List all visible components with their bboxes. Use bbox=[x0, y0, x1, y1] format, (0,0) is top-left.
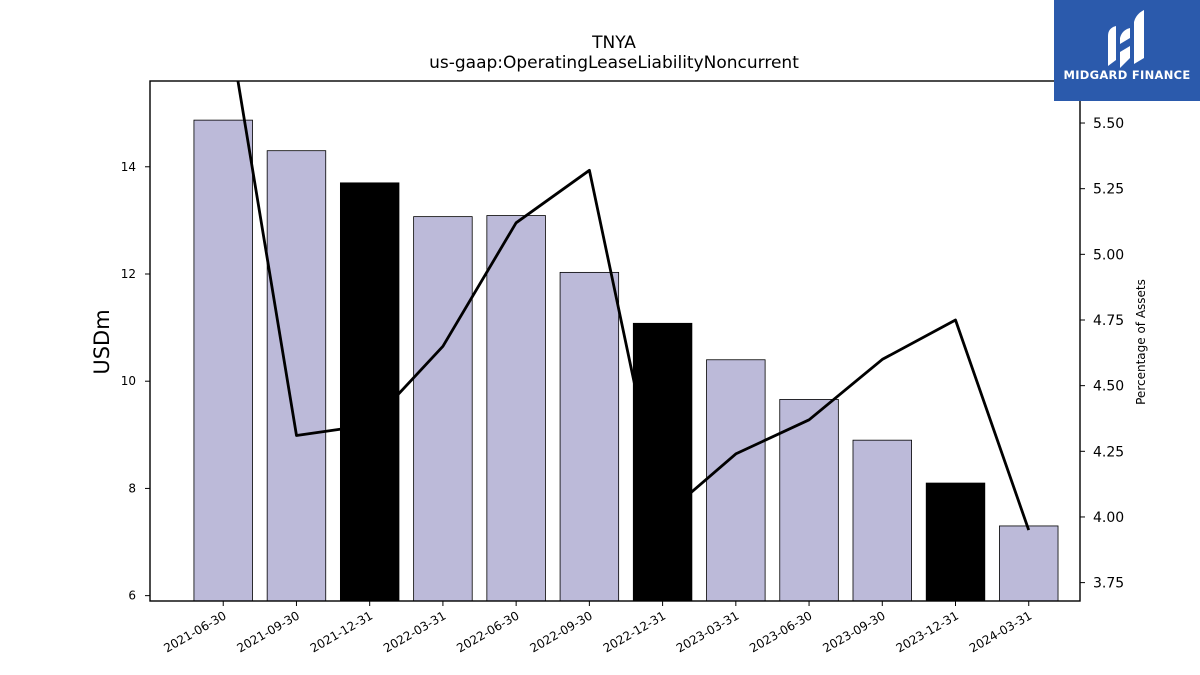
x-tick-label: 2022-03-31 bbox=[381, 608, 448, 655]
chart-title: TNYA bbox=[591, 33, 636, 53]
y2-tick-label: 5.50 bbox=[1093, 116, 1124, 132]
y-tick-label: 12 bbox=[121, 267, 136, 281]
logo-text: MIDGARD FINANCE bbox=[1063, 68, 1191, 82]
bar-2022-09-30 bbox=[559, 271, 620, 602]
y2-tick-label: 5.00 bbox=[1093, 247, 1124, 263]
x-tick-label: 2021-12-31 bbox=[308, 608, 375, 655]
x-tick-label: 2022-12-31 bbox=[601, 608, 668, 655]
chart-subtitle: us-gaap:OperatingLeaseLiabilityNoncurren… bbox=[429, 53, 799, 73]
x-tick-label: 2023-06-30 bbox=[747, 608, 814, 655]
bar-2022-06-30 bbox=[486, 215, 546, 602]
bar-2022-12-31 bbox=[632, 322, 693, 602]
y-tick-label: 8 bbox=[128, 481, 136, 495]
bar-2023-09-30 bbox=[852, 439, 912, 602]
plot-frame bbox=[149, 80, 1081, 602]
y2-tick-label: 5.25 bbox=[1093, 182, 1124, 198]
x-tick-label: 2023-09-30 bbox=[820, 608, 887, 655]
logo-mark-icon bbox=[1108, 10, 1144, 68]
x-tick-label: 2021-06-30 bbox=[161, 608, 228, 655]
y2-tick-label: 3.75 bbox=[1093, 576, 1124, 592]
y-axis-label-left: USDm bbox=[90, 309, 114, 374]
x-tick-label: 2022-06-30 bbox=[454, 608, 521, 655]
line-group bbox=[236, 81, 1031, 531]
y-tick-label: 6 bbox=[128, 589, 136, 603]
y-axis-label-right: Percentage of Assets bbox=[1134, 279, 1148, 405]
bar-2023-12-31 bbox=[925, 482, 986, 602]
bar-2023-03-31 bbox=[706, 359, 766, 602]
bar-2021-06-30 bbox=[193, 119, 253, 602]
y2-tick-label: 4.50 bbox=[1093, 379, 1124, 395]
bars-group bbox=[193, 119, 1059, 602]
x-tick-label: 2023-12-31 bbox=[894, 608, 961, 655]
y2-tick-label: 4.25 bbox=[1093, 444, 1124, 460]
x-tick-label: 2023-03-31 bbox=[674, 608, 741, 655]
bar-2024-03-31 bbox=[999, 525, 1059, 602]
x-tick-label: 2022-09-30 bbox=[527, 608, 594, 655]
bar-2023-06-30 bbox=[779, 399, 839, 602]
bar-2022-03-31 bbox=[413, 216, 473, 602]
y-tick-label: 14 bbox=[121, 160, 136, 174]
x-tick-label: 2024-03-31 bbox=[967, 608, 1034, 655]
y2-tick-label: 4.75 bbox=[1093, 313, 1124, 329]
x-tick-label: 2021-09-30 bbox=[235, 608, 302, 655]
y2-tick-label: 4.00 bbox=[1093, 510, 1124, 526]
brand-logo: MIDGARD FINANCE bbox=[1054, 0, 1200, 101]
percentage-line bbox=[236, 81, 1031, 531]
y-tick-label: 10 bbox=[121, 374, 136, 388]
bar-2021-12-31 bbox=[339, 182, 400, 602]
bar-2021-09-30 bbox=[266, 150, 327, 602]
